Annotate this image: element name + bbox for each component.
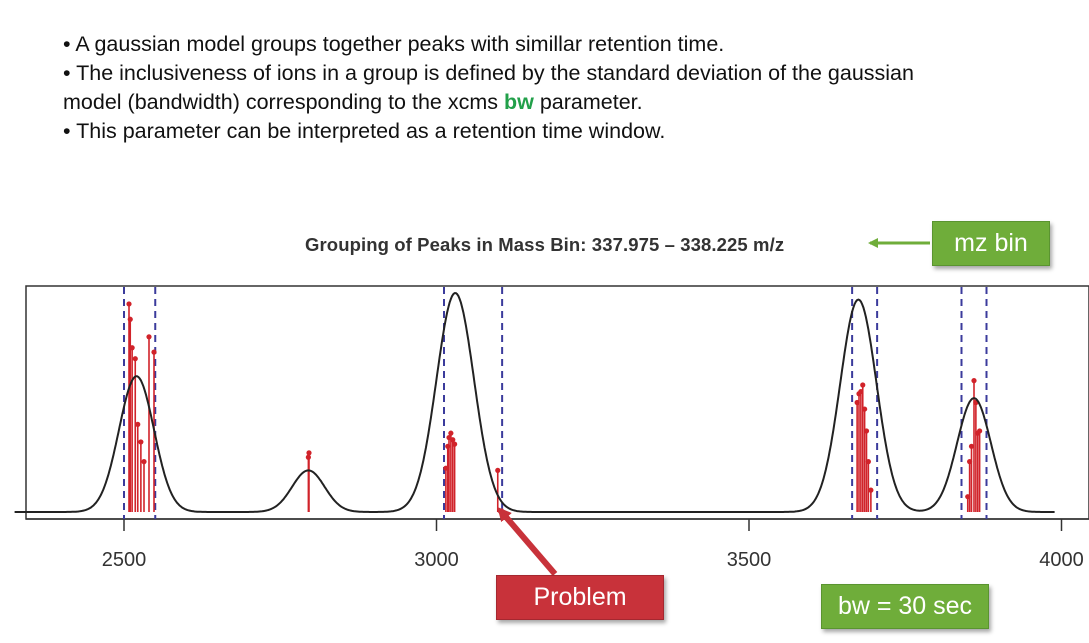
peak-point (126, 301, 132, 307)
peak-point (977, 428, 983, 434)
peak-point (448, 430, 454, 436)
peak-point (860, 382, 866, 388)
peak-point (868, 487, 874, 493)
bullet-3: • This parameter can be interpreted as a… (63, 119, 666, 143)
x-axis-ticks: 2500 3000 3500 4000 (102, 519, 1084, 571)
peak-sticks (126, 301, 983, 512)
x-tick-label: 4000 (1039, 549, 1084, 571)
problem-arrow (497, 506, 558, 576)
bw-callout: bw = 30 sec (821, 584, 989, 629)
peak-point (968, 443, 975, 449)
peak-point (135, 421, 141, 427)
bullet-list: • A gaussian model groups together peaks… (63, 30, 963, 146)
x-tick-label: 3000 (414, 549, 459, 571)
peak-point (863, 428, 870, 434)
peak-point (129, 345, 135, 351)
peak-point (971, 378, 977, 384)
peak-point (146, 334, 152, 340)
peak-point (151, 349, 157, 355)
peak-point (141, 459, 147, 465)
x-tick-label: 2500 (102, 549, 147, 571)
bullet-2: • The inclusiveness of ions in a group i… (63, 61, 914, 114)
bullet-1: • A gaussian model groups together peaks… (63, 32, 725, 56)
peak-point (306, 450, 312, 456)
chart-title: Grouping of Peaks in Mass Bin: 337.975 –… (305, 234, 785, 255)
peak-point (452, 441, 458, 447)
peak-point (862, 406, 868, 412)
mz-bin-callout: mz bin (932, 221, 1050, 266)
density-curve (14, 292, 1055, 513)
peak-point (450, 437, 456, 443)
plot-frame (25, 285, 1089, 520)
peak-point (138, 439, 144, 445)
problem-callout: Problem (496, 575, 664, 620)
peak-point (495, 467, 501, 473)
peak-point (865, 459, 871, 465)
bw-keyword: bw (503, 90, 534, 114)
peak-point (132, 356, 138, 362)
x-tick-label: 3500 (727, 549, 772, 571)
peak-point (127, 316, 133, 322)
